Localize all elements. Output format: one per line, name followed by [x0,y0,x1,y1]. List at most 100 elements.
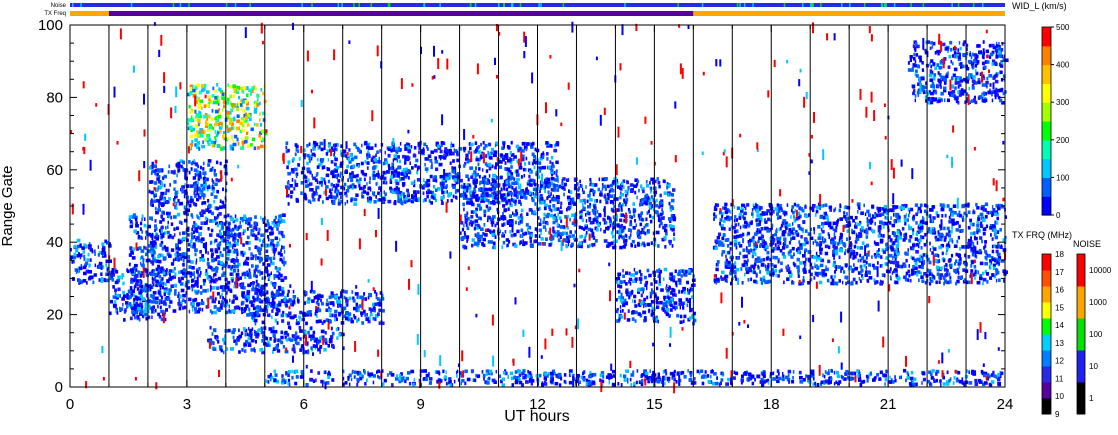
scatter-cell [394,179,398,183]
noise-strip-tick [739,3,741,7]
scatter-cell [552,216,556,220]
scatter-cell [510,184,512,189]
scatter-cell [166,252,171,256]
scatter-cell [331,174,336,179]
scatter-cell [349,172,352,177]
scatter-cell [399,194,403,199]
scatter-cell [965,280,969,285]
scatter-cell [756,213,760,218]
scatter-cell [678,270,681,275]
scatter-cell [160,240,164,245]
scatter-cell [155,308,157,313]
scatter-cell [793,252,795,257]
scatter-cell [210,167,214,172]
scatter-cell [897,218,901,223]
scatter-cell [550,177,555,181]
scatter-cell [380,188,382,192]
scatter-cell [446,190,448,194]
scatter-cell [728,227,731,231]
scatter-cell [211,178,213,182]
scatter-cell [528,225,532,230]
scatter-cell [456,196,458,200]
scatter-cell [198,147,201,151]
scatter-cell [210,248,214,252]
scatter-cell [620,309,622,314]
scatter-cell [616,307,619,312]
scatter-cell [276,242,280,247]
scatter-cell [865,256,868,260]
scatter-cell [650,190,652,194]
scatter-cell [291,170,295,174]
scatter-cell [866,223,869,227]
scatter-cell [215,160,219,165]
scatter-cell [232,94,236,98]
scatter-cell [233,116,236,120]
scatter-cell [237,225,240,230]
scatter-cell [777,274,780,278]
scatter-cell [230,232,233,237]
scatter-cell [542,155,545,159]
scatter-cell [246,144,251,148]
scatter-cell [414,193,417,198]
scatter-cell [78,281,80,285]
scatter-cell [226,285,230,290]
scatter-cell [172,258,175,263]
scatter-cell [522,232,526,236]
scatter-cell [495,199,499,204]
scatter-cell [235,90,239,95]
scatter-cell [184,191,188,195]
scatter-cell [519,195,524,199]
scatter-cell [355,178,358,183]
scatter-cell [205,269,208,273]
scatter-cell [233,89,236,94]
scatter-cell [211,186,215,191]
scatter-cell [493,190,496,195]
scatter-cell [666,304,668,309]
scatter-cell [214,96,218,100]
scatter-cell [574,230,577,234]
scatter-cell [225,226,229,230]
scatter-cell [540,197,544,201]
scatter-cell [971,252,975,257]
scatter-cell [430,158,433,163]
scatter-cell [818,233,822,237]
scatter-cell [116,311,119,315]
scatter-cell [361,194,364,199]
scatter-cell [444,178,447,183]
scatter-cell [777,209,781,213]
scatter-cell [492,215,496,219]
scatter-cell [819,240,822,245]
scatter-cell [110,270,114,275]
scatter-cell [592,218,597,222]
scatter-cell [491,185,494,189]
scatter-cell [396,174,400,178]
scatter-cell [353,174,357,179]
scatter-cell [212,126,215,131]
scatter-cell [372,176,376,181]
scatter-cell [777,259,780,264]
scatter-cell [194,307,197,311]
scatter-cell [243,261,246,266]
scatter-cell [214,136,217,140]
scatter-cell [435,167,439,172]
scatter-cell [281,245,285,250]
scatter-cell [78,269,80,274]
scatter-cell [160,168,162,173]
scatter-cell [222,146,227,151]
scatter-cell [516,229,520,234]
scatter-cell [578,244,583,248]
scatter-cell [139,310,144,315]
scatter-cell [213,286,216,290]
scatter-cell [442,181,446,186]
scatter-cell [613,204,615,209]
scatter-cell [353,142,357,147]
scatter-cell [368,142,371,147]
scatter-cell [212,189,215,193]
scatter-cell [670,298,674,302]
scatter-cell [726,237,730,242]
scatter-cell [278,214,282,219]
scatter-cell [918,264,922,269]
scatter-cell [658,184,661,189]
scatter-cell [176,243,178,248]
scatter-cell [533,194,538,199]
